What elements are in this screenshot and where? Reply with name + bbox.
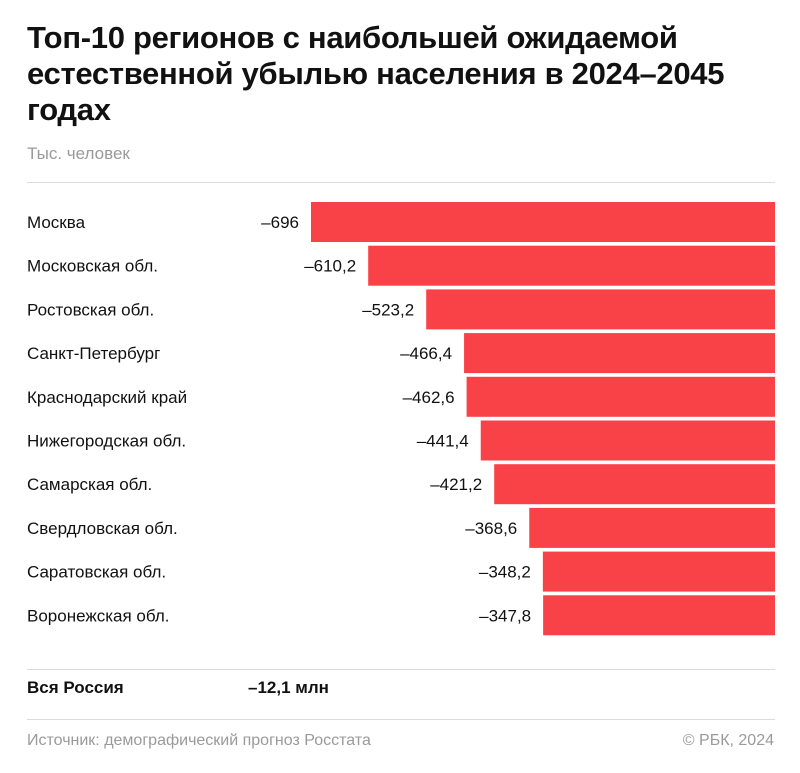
category-label: Воронежская обл.: [27, 606, 170, 625]
value-label: –466,4: [400, 344, 452, 363]
category-label: Нижегородская обл.: [27, 432, 186, 451]
category-label: Краснодарский край: [27, 388, 187, 407]
value-label: –441,4: [417, 432, 469, 451]
value-label: –348,2: [479, 563, 531, 582]
chart-subtitle: Тыс. человек: [27, 144, 130, 163]
bar: [543, 595, 775, 636]
bar: [542, 551, 775, 592]
top-divider: [27, 182, 775, 183]
category-label: Самарская обл.: [27, 475, 152, 494]
category-label: Свердловская обл.: [27, 519, 178, 538]
bar: [368, 245, 775, 286]
bar: [464, 333, 775, 374]
bar-chart: Москва –696 Московская обл. –610,2 Ростовска…: [27, 202, 775, 636]
bar: [480, 420, 775, 461]
category-label: Саратовская обл.: [27, 563, 166, 582]
chart-title: Топ-10 регионов с наибольшей ожидаемой е…: [27, 20, 725, 127]
category-label: Москва: [27, 213, 86, 232]
category-label: Московская обл.: [27, 257, 158, 276]
value-label: –421,2: [430, 475, 482, 494]
total-label: Вся Россия: [27, 678, 124, 697]
value-label: –696: [261, 213, 299, 232]
bar: [494, 464, 775, 505]
value-label: –347,8: [479, 606, 531, 625]
footer-source: Источник: демографический прогноз Росста…: [27, 732, 371, 749]
value-label: –523,2: [362, 300, 414, 319]
category-label: Ростовская обл.: [27, 300, 154, 319]
footer-divider: [27, 719, 775, 720]
total-value: –12,1 млн: [248, 678, 329, 697]
bar: [529, 507, 775, 548]
footer-copyright: © РБК, 2024: [682, 732, 774, 749]
bar: [311, 202, 775, 242]
value-label: –368,6: [465, 519, 517, 538]
total-divider: [27, 669, 775, 670]
bar: [426, 289, 775, 330]
value-label: –610,2: [304, 257, 356, 276]
category-label: Санкт-Петербург: [27, 344, 160, 363]
value-label: –462,6: [403, 388, 455, 407]
bar: [466, 376, 775, 417]
